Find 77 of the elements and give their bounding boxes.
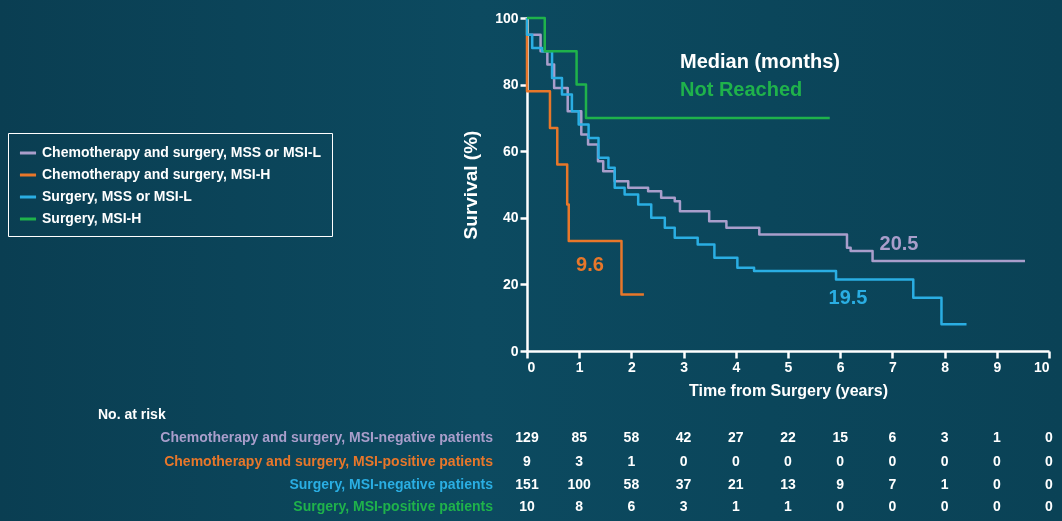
- text: 1: [731, 498, 740, 514]
- text: 10: [519, 498, 535, 514]
- y-axis-title: Survival (%): [460, 130, 482, 240]
- text: 58: [623, 429, 640, 445]
- text: Surgery, MSI-positive patients: [293, 498, 494, 514]
- text: Chemotherapy and surgery, MSI-negative patients: [160, 429, 494, 445]
- text: 0: [1045, 498, 1054, 514]
- text: 0: [940, 498, 949, 514]
- annotation: Median (months): [680, 50, 840, 72]
- y-tick-label: 20: [502, 275, 519, 292]
- text: 37: [675, 476, 692, 492]
- text: 0: [888, 498, 897, 514]
- text: 15: [832, 429, 849, 445]
- x-tick-label: 3: [680, 358, 689, 375]
- text: 0: [679, 453, 688, 469]
- text: No. at risk: [98, 406, 166, 422]
- text: Chemotherapy and surgery, MSI-positive patients: [164, 453, 494, 469]
- x-tick-label: 9: [993, 358, 1002, 375]
- text: 0: [731, 453, 740, 469]
- x-tick-label: 1: [575, 358, 584, 375]
- text: 1: [784, 498, 793, 514]
- annotation: Not Reached: [680, 78, 803, 100]
- legend-label: Chemotherapy and surgery, MSS or MSI-L: [42, 144, 322, 160]
- text: 0: [1045, 476, 1054, 492]
- text: 1: [940, 476, 949, 492]
- y-tick-label: 100: [495, 9, 519, 26]
- legend-label: Chemotherapy and surgery, MSI-H: [42, 166, 271, 182]
- y-tick-label: 60: [502, 142, 519, 159]
- text: Surgery, MSI-negative patients: [289, 476, 494, 492]
- text: 0: [992, 476, 1001, 492]
- text: 151: [515, 476, 539, 492]
- text: 0: [836, 453, 845, 469]
- text: 42: [675, 429, 692, 445]
- text: 0: [1045, 429, 1054, 445]
- legend-label: Surgery, MSI-H: [42, 210, 142, 226]
- text: 9: [523, 453, 532, 469]
- annotation: 19.5: [828, 286, 868, 308]
- annotation: 20.5: [879, 232, 919, 254]
- text: 0: [888, 453, 897, 469]
- text: 7: [888, 476, 897, 492]
- text: 0: [992, 498, 1001, 514]
- text: 3: [575, 453, 584, 469]
- x-axis-title: Time from Surgery (years): [689, 381, 888, 399]
- text: 22: [780, 429, 796, 445]
- text: 9: [836, 476, 845, 492]
- text: 1: [992, 429, 1001, 445]
- text: 1: [627, 453, 636, 469]
- text: 0: [784, 453, 793, 469]
- y-tick-label: 0: [510, 342, 519, 359]
- text: 0: [1045, 453, 1054, 469]
- annotation: 9.6: [576, 253, 604, 275]
- text: 6: [627, 498, 636, 514]
- x-tick-label: 8: [941, 358, 950, 375]
- text: 6: [888, 429, 897, 445]
- text: 0: [992, 453, 1001, 469]
- text: 85: [571, 429, 588, 445]
- x-tick-label: 6: [836, 358, 845, 375]
- text: 129: [515, 429, 539, 445]
- x-tick-label: 0: [527, 358, 536, 375]
- text: 13: [780, 476, 796, 492]
- text: 0: [836, 498, 845, 514]
- x-tick-label: 4: [732, 358, 741, 375]
- x-tick-label: 10: [1033, 358, 1050, 375]
- text: 0: [940, 453, 949, 469]
- x-tick-label: 7: [889, 358, 897, 375]
- x-tick-label: 2: [628, 358, 636, 375]
- text: 21: [728, 476, 744, 492]
- text: 8: [575, 498, 584, 514]
- y-tick-label: 40: [502, 209, 519, 226]
- text: 3: [940, 429, 949, 445]
- x-tick-label: 5: [784, 358, 793, 375]
- legend-label: Surgery, MSS or MSI-L: [42, 188, 193, 204]
- text: 58: [623, 476, 640, 492]
- text: 3: [679, 498, 688, 514]
- text: 27: [728, 429, 744, 445]
- y-tick-label: 80: [502, 76, 519, 93]
- text: 100: [567, 476, 592, 492]
